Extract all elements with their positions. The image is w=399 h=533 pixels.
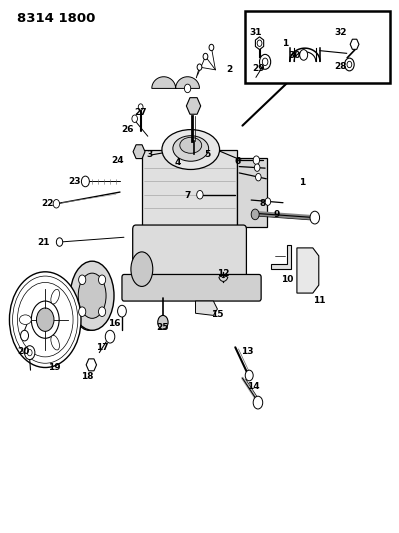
Text: 30: 30 bbox=[289, 52, 301, 60]
Circle shape bbox=[262, 58, 268, 66]
Text: 9: 9 bbox=[274, 210, 280, 219]
Circle shape bbox=[265, 198, 271, 205]
Circle shape bbox=[28, 350, 32, 356]
Polygon shape bbox=[297, 248, 319, 293]
Text: 7: 7 bbox=[184, 191, 191, 200]
Text: 14: 14 bbox=[247, 382, 259, 391]
Circle shape bbox=[132, 115, 138, 123]
Circle shape bbox=[36, 308, 54, 332]
Text: 1: 1 bbox=[299, 178, 305, 187]
Ellipse shape bbox=[131, 252, 153, 286]
Text: 13: 13 bbox=[241, 347, 253, 356]
Circle shape bbox=[197, 64, 202, 70]
Circle shape bbox=[251, 209, 259, 220]
Polygon shape bbox=[133, 145, 145, 159]
Polygon shape bbox=[196, 301, 217, 316]
Text: 11: 11 bbox=[312, 296, 325, 305]
Ellipse shape bbox=[70, 261, 114, 330]
Polygon shape bbox=[86, 359, 97, 371]
Text: 6: 6 bbox=[234, 157, 241, 166]
Text: 17: 17 bbox=[96, 343, 109, 352]
Circle shape bbox=[253, 156, 259, 165]
Circle shape bbox=[79, 275, 86, 285]
Circle shape bbox=[118, 305, 126, 317]
Text: 29: 29 bbox=[252, 64, 265, 73]
Text: 5: 5 bbox=[204, 150, 211, 159]
Circle shape bbox=[345, 58, 354, 71]
Circle shape bbox=[257, 40, 262, 46]
Circle shape bbox=[256, 173, 261, 181]
Ellipse shape bbox=[51, 335, 59, 350]
Ellipse shape bbox=[20, 315, 31, 325]
Circle shape bbox=[21, 330, 28, 341]
Circle shape bbox=[209, 44, 214, 51]
Text: 22: 22 bbox=[41, 199, 54, 208]
Circle shape bbox=[81, 176, 89, 187]
Circle shape bbox=[184, 84, 191, 93]
Ellipse shape bbox=[51, 289, 59, 304]
Text: 24: 24 bbox=[112, 156, 124, 165]
Text: 8314 1800: 8314 1800 bbox=[17, 12, 95, 26]
FancyBboxPatch shape bbox=[142, 150, 237, 235]
Polygon shape bbox=[271, 245, 291, 269]
Text: 26: 26 bbox=[121, 125, 133, 134]
Circle shape bbox=[253, 396, 263, 409]
Ellipse shape bbox=[72, 272, 106, 330]
Text: 21: 21 bbox=[38, 238, 50, 247]
Circle shape bbox=[99, 275, 106, 285]
Text: 31: 31 bbox=[249, 28, 261, 37]
Text: 8: 8 bbox=[260, 199, 266, 208]
Text: 1: 1 bbox=[282, 39, 288, 48]
Circle shape bbox=[53, 199, 59, 208]
Circle shape bbox=[245, 370, 253, 381]
Circle shape bbox=[259, 54, 271, 69]
Text: 32: 32 bbox=[334, 28, 347, 37]
Wedge shape bbox=[219, 276, 228, 281]
Circle shape bbox=[203, 53, 208, 60]
Text: 3: 3 bbox=[147, 150, 153, 159]
Ellipse shape bbox=[162, 130, 219, 169]
Ellipse shape bbox=[180, 138, 201, 154]
Circle shape bbox=[300, 50, 308, 60]
Ellipse shape bbox=[80, 285, 98, 317]
Text: 23: 23 bbox=[68, 177, 81, 186]
Circle shape bbox=[347, 61, 352, 68]
Circle shape bbox=[197, 190, 203, 199]
Polygon shape bbox=[255, 37, 264, 50]
Text: 25: 25 bbox=[157, 323, 169, 332]
FancyBboxPatch shape bbox=[122, 274, 261, 301]
Circle shape bbox=[105, 330, 115, 343]
Text: 10: 10 bbox=[281, 274, 293, 284]
Circle shape bbox=[99, 307, 106, 317]
Polygon shape bbox=[186, 98, 201, 114]
Text: 27: 27 bbox=[134, 108, 147, 117]
Bar bbox=[245, 11, 390, 83]
Ellipse shape bbox=[78, 273, 106, 318]
Polygon shape bbox=[152, 77, 200, 88]
Circle shape bbox=[56, 238, 63, 246]
Polygon shape bbox=[350, 39, 359, 50]
Text: 4: 4 bbox=[174, 158, 181, 167]
FancyBboxPatch shape bbox=[237, 158, 267, 227]
Text: 2: 2 bbox=[226, 66, 233, 74]
Ellipse shape bbox=[173, 136, 209, 161]
Text: 18: 18 bbox=[81, 372, 94, 381]
Circle shape bbox=[25, 346, 35, 360]
FancyBboxPatch shape bbox=[133, 225, 247, 287]
Circle shape bbox=[79, 307, 86, 317]
Text: 16: 16 bbox=[108, 319, 120, 328]
Circle shape bbox=[10, 272, 81, 368]
Text: 20: 20 bbox=[18, 347, 30, 356]
Text: 15: 15 bbox=[211, 310, 224, 319]
Circle shape bbox=[158, 316, 168, 329]
Text: 19: 19 bbox=[48, 363, 61, 372]
Circle shape bbox=[310, 211, 320, 224]
Circle shape bbox=[31, 301, 59, 338]
Circle shape bbox=[138, 104, 143, 110]
Text: 12: 12 bbox=[217, 270, 229, 278]
Text: 28: 28 bbox=[334, 62, 347, 71]
Circle shape bbox=[255, 164, 260, 171]
